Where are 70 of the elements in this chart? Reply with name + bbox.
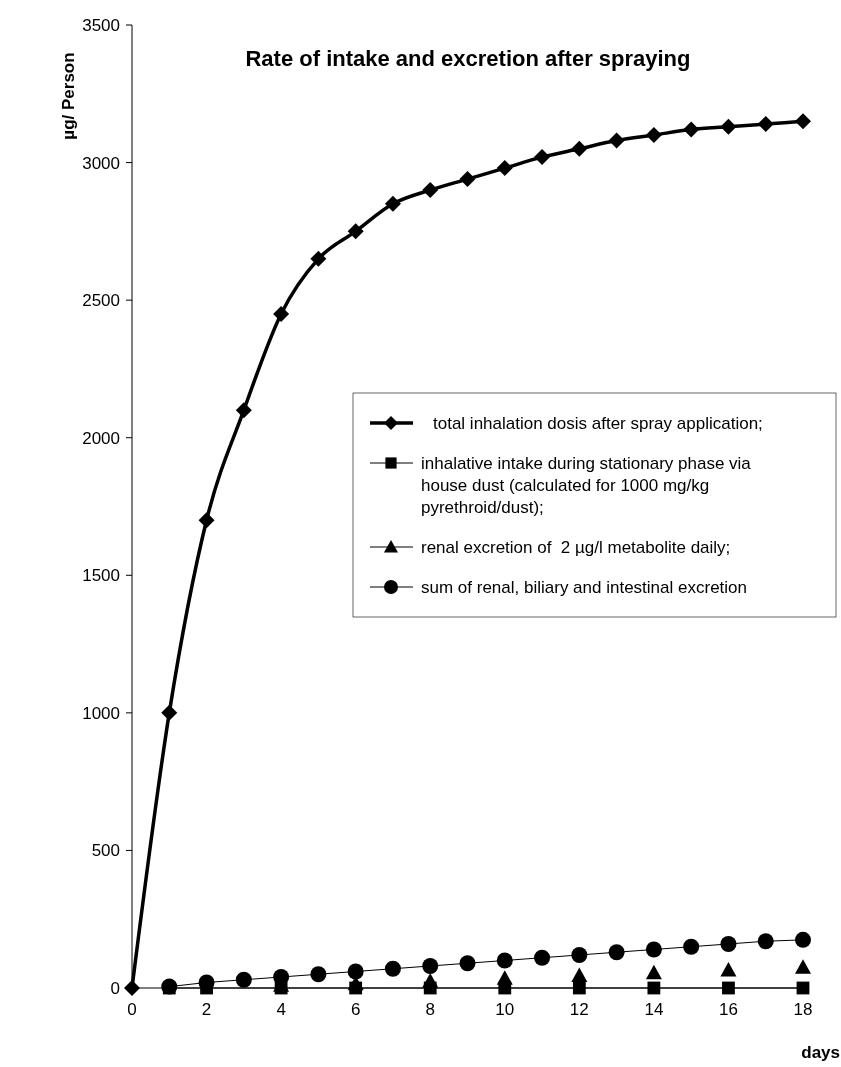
- y-tick-label: 1000: [82, 703, 120, 723]
- point: [608, 944, 625, 961]
- x-tick-label: 18: [793, 1000, 813, 1019]
- point: [795, 931, 811, 948]
- legend-label: renal excretion of 2 µg/l metabolite daily;: [421, 538, 731, 557]
- y-tick-label: 2500: [82, 291, 120, 311]
- point: [534, 949, 551, 966]
- point: [235, 402, 252, 419]
- y-tick-label: 0: [110, 979, 120, 998]
- point: [571, 946, 588, 963]
- point: [571, 140, 588, 157]
- point: [720, 962, 737, 977]
- point: [459, 955, 476, 972]
- point: [645, 941, 662, 958]
- x-tick-label: 14: [644, 1000, 664, 1019]
- point: [571, 967, 588, 983]
- point: [273, 305, 290, 322]
- legend-label: inhalative intake during stationary phase via house dust (calculated for 1000 mg/kg pyrethroid/dust);: [421, 454, 752, 517]
- x-axis-title: days: [801, 1043, 840, 1062]
- point: [534, 149, 551, 166]
- x-tick-label: 8: [425, 1000, 435, 1019]
- point: [347, 223, 364, 240]
- point: [645, 964, 662, 980]
- point: [795, 959, 811, 974]
- x-tick-label: 0: [127, 1000, 137, 1019]
- point: [384, 195, 401, 212]
- point: [645, 127, 662, 144]
- point: [647, 981, 661, 995]
- x-tick-label: 4: [276, 1000, 286, 1019]
- x-tick-label: 6: [350, 1000, 361, 1019]
- point: [422, 957, 439, 974]
- x-tick-label: 16: [718, 1000, 738, 1019]
- point: [683, 121, 700, 138]
- point: [459, 171, 476, 188]
- point: [722, 981, 735, 995]
- x-tick-label: 2: [201, 1000, 212, 1019]
- point: [608, 132, 625, 149]
- point: [496, 952, 513, 969]
- y-tick-label: 500: [91, 841, 120, 861]
- point: [683, 938, 700, 955]
- point: [384, 960, 401, 977]
- y-axis-title: µg/ Person: [59, 52, 78, 140]
- point: [347, 963, 364, 980]
- point: [496, 970, 513, 985]
- text: Rate of intake and excretion after spraying: [245, 46, 691, 71]
- point: [422, 973, 439, 988]
- x-tick-label: 10: [495, 1000, 515, 1019]
- y-tick-label: 2000: [82, 428, 120, 448]
- y-tick-label: 3500: [82, 16, 120, 35]
- point: [310, 250, 327, 267]
- point: [757, 933, 774, 950]
- point: [757, 116, 774, 133]
- point: [796, 981, 810, 995]
- point: [720, 118, 737, 135]
- point: [496, 160, 513, 177]
- point: [795, 113, 811, 130]
- legend-label: sum of renal, biliary and intestinal excretion: [421, 578, 747, 597]
- point: [124, 980, 140, 996]
- point: [422, 182, 439, 199]
- x-tick-label: 12: [569, 1000, 589, 1019]
- y-tick-label: 3000: [82, 153, 120, 173]
- point: [310, 966, 327, 983]
- point: [235, 971, 252, 988]
- point: [198, 512, 215, 529]
- point: [161, 704, 178, 721]
- point: [273, 968, 290, 985]
- point: [720, 935, 737, 952]
- legend-label: total inhalation dosis after spray application;: [433, 414, 763, 433]
- point: [572, 981, 586, 995]
- y-tick-label: 1500: [82, 566, 120, 586]
